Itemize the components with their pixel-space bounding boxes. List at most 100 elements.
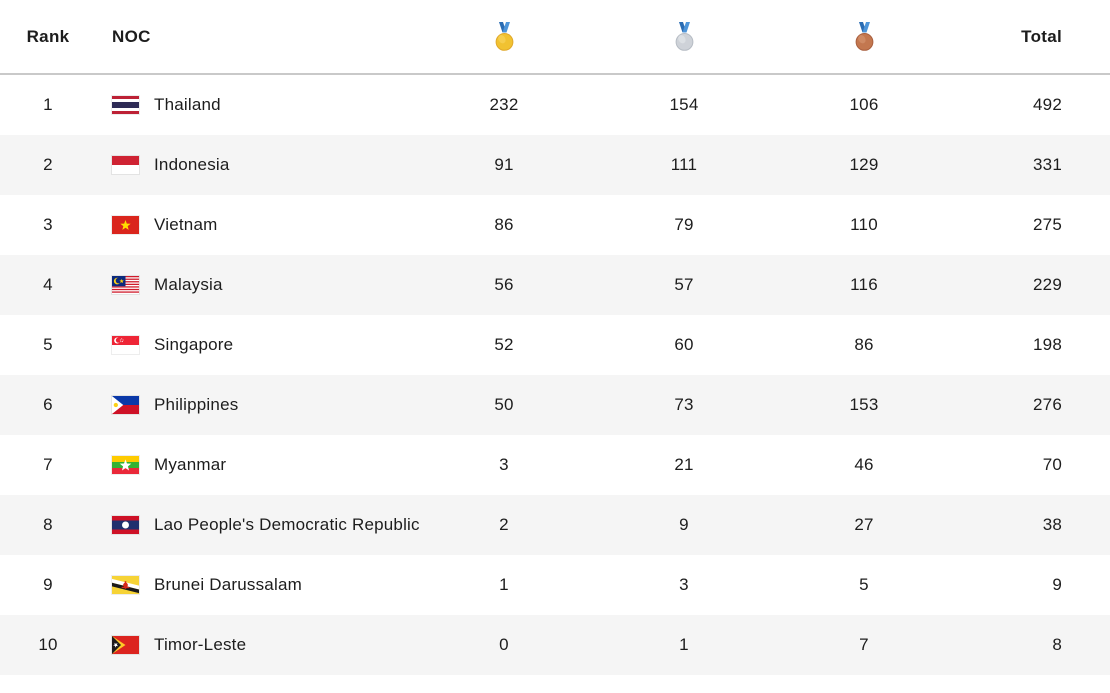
rank-cell: 9	[43, 575, 53, 594]
gold-count: 56	[494, 275, 514, 294]
noc-cell: Singapore	[96, 335, 414, 355]
table-row: 8 Lao People's Democratic Republic 2 9 27 38	[0, 495, 1110, 555]
gold-count: 50	[494, 395, 514, 414]
noc-name: Thailand	[154, 95, 221, 114]
noc-name: Lao People's Democratic Republic	[154, 515, 420, 534]
table-row: 9 Brunei Darussalam 1 3 5 9	[0, 555, 1110, 615]
rank-cell: 4	[43, 275, 53, 294]
total-count: 276	[1033, 395, 1062, 414]
table-row: 7 Myanmar 3 21 46 70	[0, 435, 1110, 495]
total-count: 8	[1052, 635, 1062, 654]
noc-cell: Indonesia	[96, 155, 414, 175]
silver-count: 1	[679, 635, 689, 654]
total-count: 38	[1042, 515, 1062, 534]
vietnam-flag-icon	[112, 216, 139, 234]
rank-cell: 5	[43, 335, 53, 354]
silver-count: 3	[679, 575, 689, 594]
noc-cell: Vietnam	[96, 215, 414, 235]
col-header-gold	[414, 22, 594, 51]
noc-cell: Malaysia	[96, 275, 414, 295]
rank-cell: 1	[43, 95, 53, 114]
singapore-flag-icon	[112, 336, 139, 354]
col-header-bronze	[774, 22, 954, 51]
medal-table: Rank NOC Total 1 Thailand 232 154 106 492 2 Ind…	[0, 0, 1110, 675]
gold-count: 52	[494, 335, 514, 354]
gold-count: 0	[499, 635, 509, 654]
table-row: 2 Indonesia 91 111 129 331	[0, 135, 1110, 195]
bronze-count: 129	[849, 155, 879, 174]
bronze-count: 27	[854, 515, 874, 534]
noc-cell: Thailand	[96, 95, 414, 115]
noc-name: Philippines	[154, 395, 239, 414]
silver-count: 154	[669, 95, 699, 114]
bronze-count: 106	[849, 95, 879, 114]
total-count: 275	[1033, 215, 1062, 234]
gold-count: 2	[499, 515, 509, 534]
noc-cell: Myanmar	[96, 455, 414, 475]
silver-count: 60	[674, 335, 694, 354]
col-header-silver	[594, 22, 774, 51]
indonesia-flag-icon	[112, 156, 139, 174]
total-count: 492	[1033, 95, 1062, 114]
silver-count: 73	[674, 395, 694, 414]
rank-cell: 7	[43, 455, 53, 474]
gold-medal-icon	[495, 22, 513, 51]
rank-cell: 6	[43, 395, 53, 414]
total-count: 70	[1042, 455, 1062, 474]
table-row: 4 Malaysia 56 57 116 229	[0, 255, 1110, 315]
bronze-count: 153	[849, 395, 879, 414]
silver-medal-icon	[675, 22, 693, 51]
noc-cell: Lao People's Democratic Republic	[96, 515, 420, 535]
bronze-count: 116	[850, 275, 878, 294]
table-row: 10 Timor-Leste 0 1 7 8	[0, 615, 1110, 675]
gold-count: 1	[499, 575, 509, 594]
noc-cell: Timor-Leste	[96, 635, 414, 655]
bronze-count: 86	[854, 335, 874, 354]
col-header-total: Total	[1021, 26, 1062, 46]
gold-count: 232	[489, 95, 519, 114]
noc-name: Myanmar	[154, 455, 227, 474]
philippines-flag-icon	[112, 396, 139, 414]
myanmar-flag-icon	[112, 456, 139, 474]
bronze-count: 110	[850, 215, 878, 234]
gold-count: 86	[494, 215, 514, 234]
brunei-darussalam-flag-icon	[112, 576, 139, 594]
noc-cell: Philippines	[96, 395, 414, 415]
gold-count: 3	[499, 455, 509, 474]
noc-name: Malaysia	[154, 275, 223, 294]
noc-name: Timor-Leste	[154, 635, 247, 654]
rank-cell: 10	[38, 635, 58, 654]
bronze-count: 5	[859, 575, 869, 594]
malaysia-flag-icon	[112, 276, 139, 294]
silver-count: 57	[674, 275, 694, 294]
rank-cell: 8	[43, 515, 53, 534]
table-row: 3 Vietnam 86 79 110 275	[0, 195, 1110, 255]
rank-cell: 3	[43, 215, 53, 234]
total-count: 9	[1052, 575, 1062, 594]
table-header: Rank NOC Total	[0, 0, 1110, 75]
silver-count: 21	[674, 455, 694, 474]
noc-name: Singapore	[154, 335, 234, 354]
silver-count: 9	[679, 515, 689, 534]
table-body: 1 Thailand 232 154 106 492 2 Indonesia 91 111 129 3…	[0, 75, 1110, 675]
gold-count: 91	[494, 155, 514, 174]
total-count: 331	[1033, 155, 1062, 174]
col-header-noc: NOC	[112, 26, 151, 46]
noc-name: Indonesia	[154, 155, 230, 174]
silver-count: 111	[670, 155, 698, 174]
noc-name: Brunei Darussalam	[154, 575, 302, 594]
timor-leste-flag-icon	[112, 636, 139, 654]
bronze-count: 46	[854, 455, 874, 474]
bronze-count: 7	[859, 635, 869, 654]
noc-name: Vietnam	[154, 215, 218, 234]
table-row: 6 Philippines 50 73 153 276	[0, 375, 1110, 435]
thailand-flag-icon	[112, 96, 139, 114]
lao-people-s-democratic-republic-flag-icon	[112, 516, 139, 534]
noc-cell: Brunei Darussalam	[96, 575, 414, 595]
total-count: 229	[1033, 275, 1062, 294]
silver-count: 79	[674, 215, 694, 234]
col-header-rank: Rank	[26, 26, 70, 46]
rank-cell: 2	[43, 155, 53, 174]
total-count: 198	[1033, 335, 1062, 354]
bronze-medal-icon	[855, 22, 873, 51]
